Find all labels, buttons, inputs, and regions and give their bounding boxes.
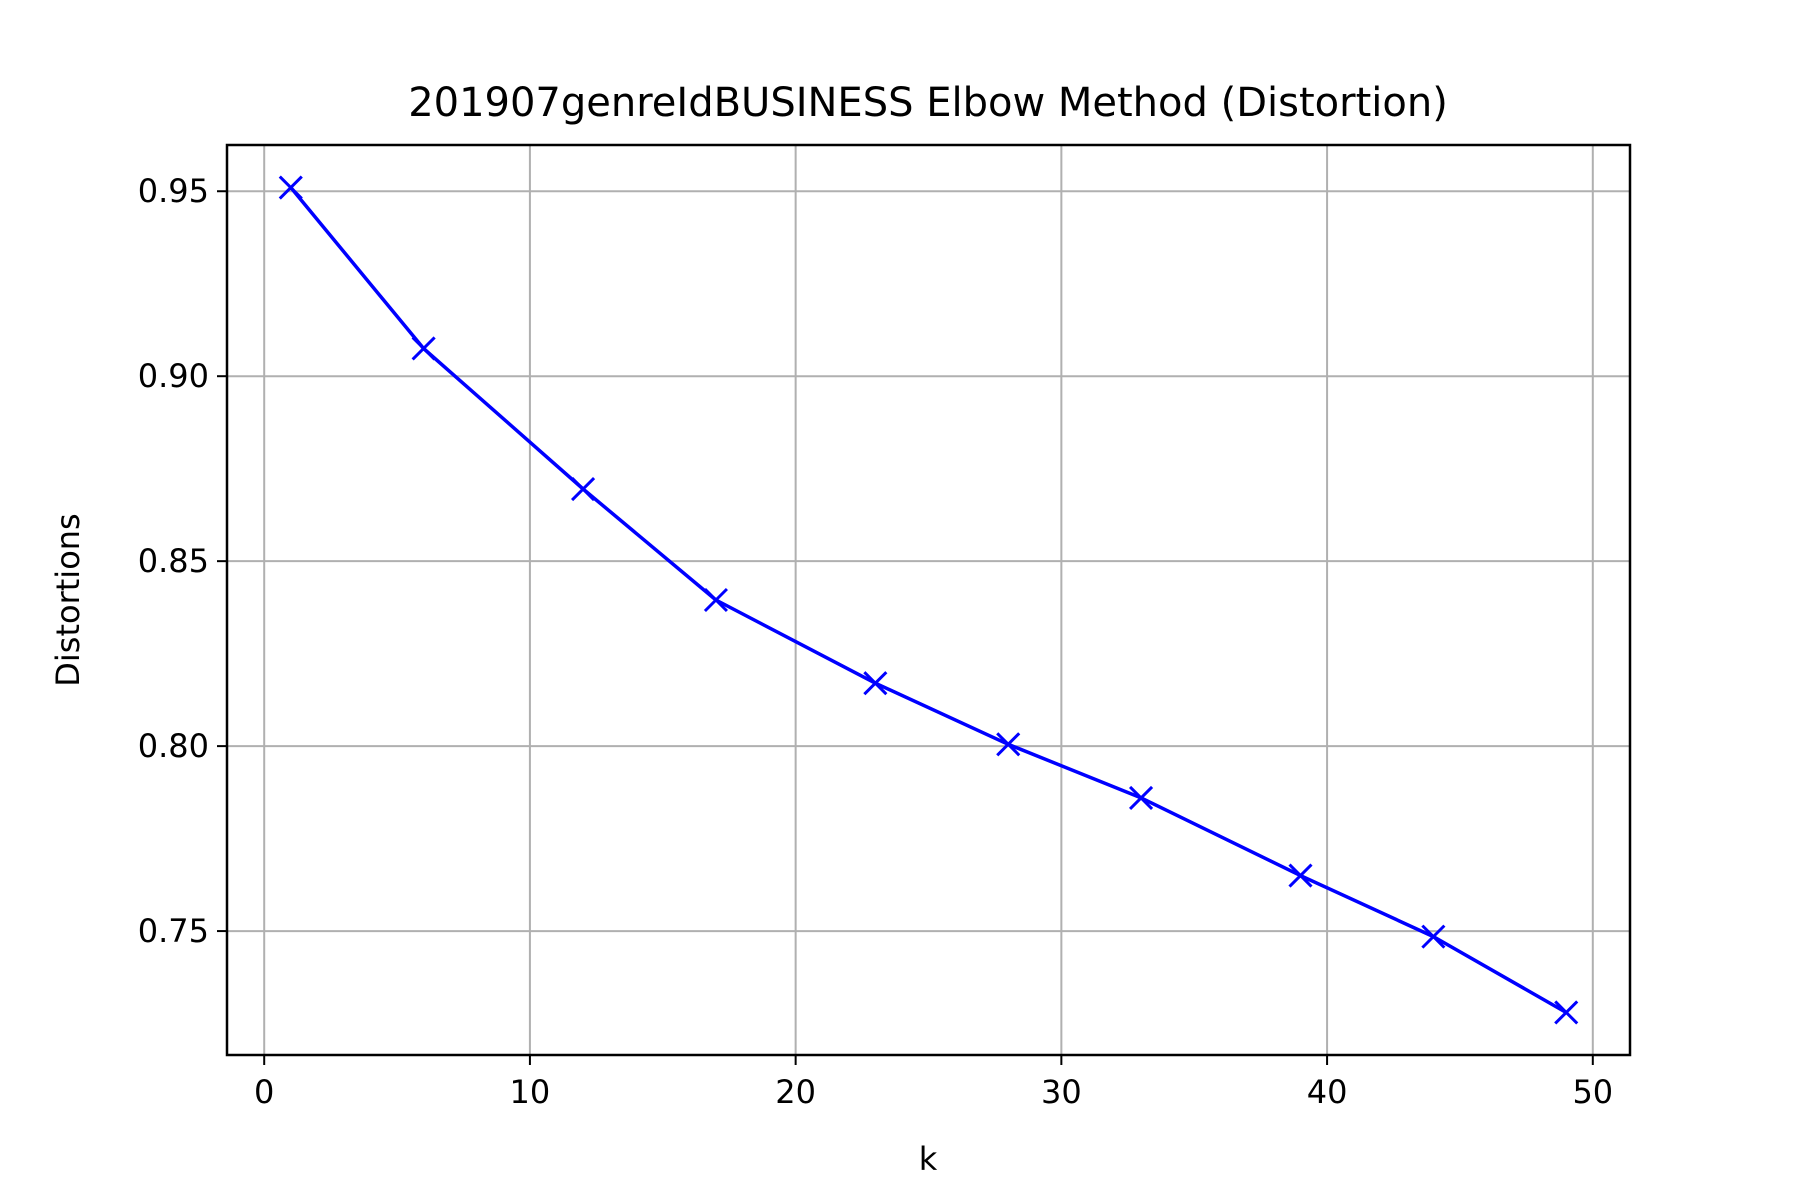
- data-point-marker: [863, 671, 888, 696]
- y-tick-label: 0.85: [138, 542, 209, 580]
- y-tick-label: 0.80: [138, 727, 209, 765]
- data-point-marker: [411, 336, 436, 361]
- y-axis: 0.75 0.80 0.85 0.90 0.95: [138, 172, 227, 950]
- y-tick-label: 0.90: [138, 357, 209, 395]
- x-axis-label: k: [919, 1140, 938, 1178]
- data-point-marker: [278, 175, 303, 200]
- data-point-marker: [1129, 785, 1154, 810]
- data-point-marker: [1554, 1000, 1579, 1025]
- data-point-marker: [571, 476, 596, 502]
- data-point-marker: [1421, 924, 1446, 949]
- plot-frame: [225, 143, 1632, 1057]
- x-tick-label: 0: [254, 1073, 274, 1111]
- x-axis: 0 10 20 30 40 50: [254, 1055, 1613, 1111]
- data-point-marker: [1288, 863, 1313, 888]
- y-tick-label: 0.75: [138, 912, 209, 950]
- x-tick-label: 10: [510, 1073, 551, 1111]
- y-axis-label: Distortions: [49, 513, 87, 686]
- x-tick-label: 30: [1041, 1073, 1082, 1111]
- data-point-marker: [703, 587, 728, 613]
- series-line: [289, 186, 1568, 1015]
- series-layer: [278, 175, 1579, 1025]
- grid-layer: [227, 145, 1630, 1055]
- y-tick-label: 0.95: [138, 172, 209, 210]
- x-tick-label: 40: [1307, 1073, 1348, 1111]
- data-point-marker: [996, 732, 1021, 757]
- x-tick-label: 20: [775, 1073, 816, 1111]
- chart-title: 201907genreIdBUSINESS Elbow Method (Dist…: [408, 80, 1448, 126]
- x-tick-label: 50: [1572, 1073, 1613, 1111]
